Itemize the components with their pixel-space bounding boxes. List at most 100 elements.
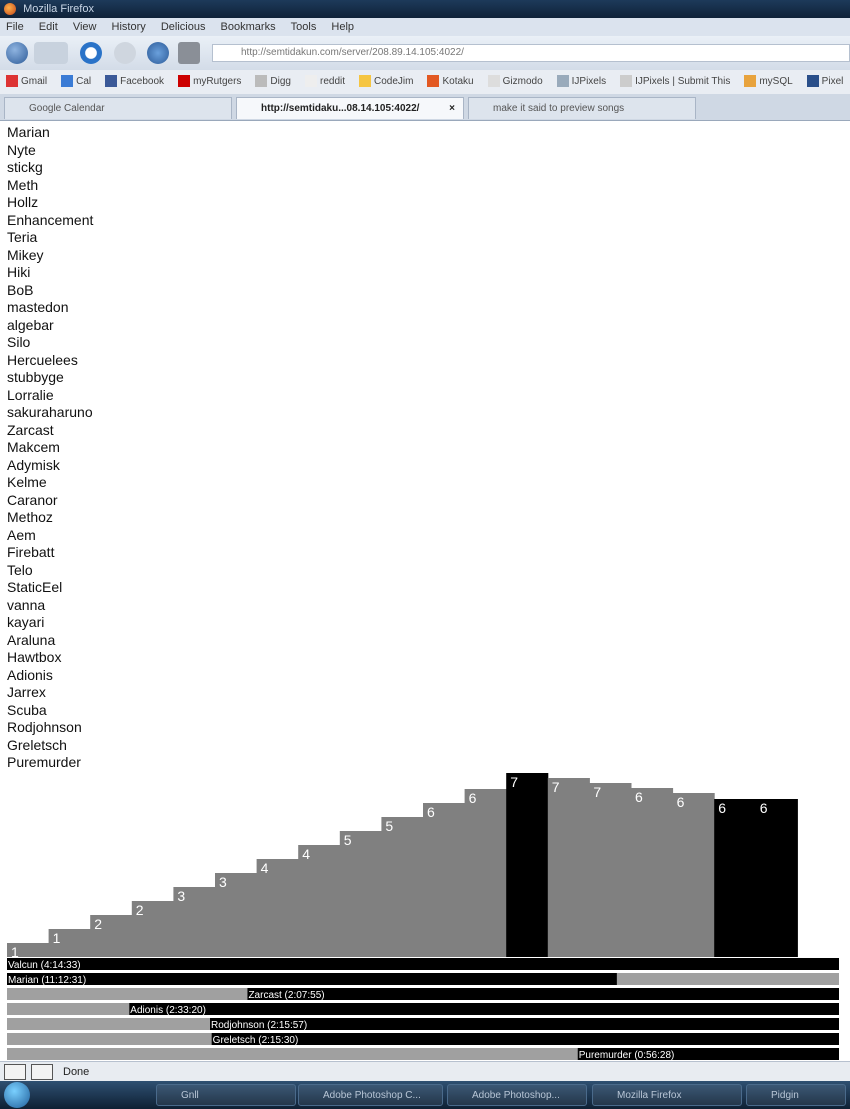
session-label: Marian (11:12:31): [8, 975, 86, 986]
bookmark-codejim[interactable]: CodeJim: [359, 75, 414, 88]
menu-view[interactable]: View: [72, 21, 97, 33]
session-bar: [7, 973, 617, 985]
player-name: Jarrex: [7, 684, 46, 700]
facebook-icon: [105, 75, 118, 88]
menu-history[interactable]: History: [111, 21, 146, 33]
taskbar-gnll[interactable]: Gnll: [156, 1084, 296, 1106]
session-bar: [129, 1003, 839, 1015]
bar-count-label: 2: [94, 916, 102, 932]
url-input[interactable]: http://semtidakun.com/server/208.89.14.1…: [212, 44, 850, 62]
bookmark-myrutgers[interactable]: myRutgers: [178, 75, 241, 88]
histogram-bar: [256, 859, 299, 957]
bar-count-label: 7: [510, 774, 518, 790]
taskbar-label: Mozilla Firefox: [617, 1090, 682, 1101]
taskbar-pidgin[interactable]: Pidgin: [746, 1084, 846, 1106]
player-name: Hollz: [7, 194, 39, 210]
histogram-bar: [48, 929, 91, 957]
bookmark-gmail[interactable]: Gmail: [6, 75, 48, 88]
player-name: Puremurder: [7, 754, 81, 770]
bookmark-label: Gmail: [21, 76, 48, 87]
bar-count-label: 6: [677, 794, 685, 810]
close-tab-icon[interactable]: ×: [449, 103, 455, 114]
stop-icon[interactable]: [114, 42, 136, 64]
bar-count-label: 3: [177, 888, 185, 904]
menu-file[interactable]: File: [6, 21, 24, 33]
menu-tools[interactable]: Tools: [290, 21, 317, 33]
player-name: Zarcast: [7, 421, 54, 438]
pointer-icon[interactable]: [4, 1064, 26, 1080]
session-bar: [577, 1048, 839, 1060]
gmail-icon: [6, 75, 18, 88]
menu-edit[interactable]: Edit: [38, 21, 58, 33]
histogram-bar: [7, 943, 50, 957]
player-name: Meth: [7, 176, 39, 193]
session-label: Greletsch (2:15:30): [213, 1035, 299, 1046]
player-name: Hiki: [7, 264, 31, 280]
windows-taskbar: Gnll Adobe Photoshop C... Adobe Photosho…: [0, 1081, 850, 1109]
player-activity-chart: 1 1 2 2 3 3 4 4 5 5 6 6 7 7 7 6 6 6 6 Valcun (4:14:33) Maria…: [7, 773, 839, 1060]
histogram-bar: [589, 783, 632, 957]
player-name: Lorralie: [7, 386, 54, 403]
bookmark-gizmodo[interactable]: Gizmodo: [487, 75, 543, 88]
calendar-icon: [61, 75, 74, 88]
bookmark-label: CodeJim: [374, 76, 414, 87]
start-button[interactable]: [4, 1082, 30, 1108]
menu-bar: File Edit View History Delicious Bookmar…: [0, 18, 850, 36]
bookmark-label: Kotaku: [442, 76, 474, 87]
player-name: stubbyge: [7, 369, 64, 385]
player-name: Marian: [7, 124, 50, 140]
bookmark-facebook[interactable]: Facebook: [105, 75, 164, 88]
taskbar-firefox[interactable]: Mozilla Firefox: [592, 1084, 742, 1106]
tab-google-calendar[interactable]: Google Calendar: [4, 97, 232, 119]
player-name: Enhancement: [7, 211, 94, 228]
bookmark-reddit[interactable]: reddit: [305, 75, 345, 88]
bookmark-mysql[interactable]: mySQL: [744, 75, 793, 88]
session-bar: [211, 1033, 839, 1045]
player-name: Methoz: [7, 509, 53, 525]
reload-icon[interactable]: [80, 42, 102, 64]
player-name: Caranor: [7, 491, 58, 508]
menu-bookmarks[interactable]: Bookmarks: [220, 21, 276, 33]
menu-help[interactable]: Help: [331, 21, 355, 33]
bookmark-label: IJPixels | Submit This: [635, 76, 731, 87]
home-icon[interactable]: [147, 42, 169, 64]
bar-count-label: 5: [385, 818, 393, 834]
tab-label: Google Calendar: [29, 103, 105, 114]
bookmark-ijpixels-submit[interactable]: IJPixels | Submit This: [620, 75, 731, 88]
histogram-bar: [714, 799, 757, 957]
tab-preview-songs[interactable]: make it said to preview songs: [468, 97, 696, 119]
bookmark-digg[interactable]: Digg: [255, 75, 291, 88]
bookmark-label: mySQL: [759, 76, 793, 87]
bookmark-cal[interactable]: Cal: [61, 75, 91, 88]
session-label: Valcun (4:14:33): [8, 960, 81, 971]
player-name: Telo: [7, 561, 33, 578]
ijpixels-submit-icon: [620, 75, 633, 88]
bar-count-label: 5: [344, 832, 352, 848]
taskbar-photoshop-2[interactable]: Adobe Photoshop...: [447, 1084, 587, 1106]
player-name: Kelme: [7, 474, 47, 490]
player-name: Teria: [7, 229, 38, 245]
player-name: Firebatt: [7, 544, 55, 560]
taskbar-photoshop-1[interactable]: Adobe Photoshop C...: [298, 1084, 443, 1106]
player-name: Adionis: [7, 666, 53, 683]
menu-delicious[interactable]: Delicious: [160, 21, 206, 33]
bookmark-kotaku[interactable]: Kotaku: [427, 75, 474, 88]
bar-count-label: 2: [136, 902, 144, 918]
tab-server-page[interactable]: http://semtidaku...08.14.105:4022/ ×: [236, 97, 464, 119]
bookmark-ijpixels[interactable]: IJPixels: [556, 75, 606, 88]
bookmark-label: Gizmodo: [502, 76, 543, 87]
forward-button[interactable]: [34, 42, 68, 64]
screen-ruler-icon[interactable]: [31, 1064, 53, 1080]
player-name: Greletsch: [7, 736, 67, 753]
print-icon[interactable]: [178, 42, 200, 64]
back-button[interactable]: [6, 42, 28, 64]
mysql-icon: [744, 75, 757, 88]
bookmark-pixel[interactable]: Pixel: [806, 75, 843, 88]
digg-icon: [255, 75, 268, 88]
session-label: Puremurder (0:56:28): [579, 1050, 675, 1060]
histogram-bar: [173, 887, 216, 957]
player-name: Aem: [7, 526, 36, 543]
tab-label: http://semtidaku...08.14.105:4022/: [261, 103, 420, 114]
taskbar-label: Gnll: [181, 1090, 199, 1101]
histogram-bar: [464, 789, 507, 957]
